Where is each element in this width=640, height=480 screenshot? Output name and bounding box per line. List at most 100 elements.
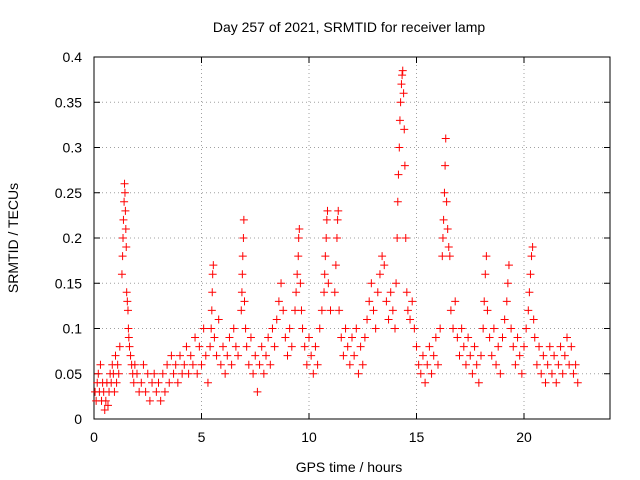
data-point bbox=[382, 297, 391, 306]
data-point bbox=[251, 351, 260, 360]
data-point bbox=[210, 333, 219, 342]
data-point bbox=[396, 98, 405, 107]
data-point bbox=[509, 342, 518, 351]
data-point bbox=[237, 306, 246, 315]
data-point bbox=[231, 342, 240, 351]
data-point bbox=[436, 324, 445, 333]
data-point bbox=[384, 315, 393, 324]
data-point bbox=[207, 306, 216, 315]
data-point bbox=[188, 360, 197, 369]
data-point bbox=[120, 179, 129, 188]
data-point bbox=[461, 360, 470, 369]
data-point bbox=[511, 360, 520, 369]
data-point bbox=[305, 333, 313, 342]
data-point bbox=[270, 342, 279, 351]
data-point bbox=[525, 288, 534, 297]
data-point bbox=[234, 351, 243, 360]
data-point bbox=[337, 333, 346, 342]
data-point bbox=[201, 351, 210, 360]
data-point bbox=[294, 252, 303, 261]
data-point bbox=[124, 333, 133, 342]
data-point bbox=[320, 288, 329, 297]
data-point bbox=[165, 378, 174, 387]
data-point bbox=[324, 279, 333, 288]
data-point bbox=[296, 279, 305, 288]
data-point bbox=[547, 369, 556, 378]
data-point bbox=[182, 342, 191, 351]
data-point bbox=[130, 360, 139, 369]
data-point bbox=[268, 324, 277, 333]
data-point bbox=[326, 306, 335, 315]
y-tick-label: 0.05 bbox=[55, 366, 82, 382]
data-point bbox=[356, 342, 365, 351]
data-point bbox=[209, 261, 218, 270]
y-tick-label: 0 bbox=[74, 411, 82, 427]
data-point bbox=[176, 351, 184, 360]
data-point bbox=[470, 342, 479, 351]
data-point bbox=[114, 369, 123, 378]
data-point bbox=[567, 342, 576, 351]
data-point bbox=[255, 360, 264, 369]
data-point bbox=[124, 324, 133, 333]
data-point bbox=[441, 161, 450, 170]
data-point bbox=[191, 333, 200, 342]
data-point bbox=[330, 288, 339, 297]
data-point bbox=[427, 369, 436, 378]
data-point bbox=[400, 125, 409, 134]
data-point bbox=[160, 387, 169, 396]
data-point bbox=[115, 342, 124, 351]
x-tick-label: 0 bbox=[90, 429, 98, 445]
data-point bbox=[406, 315, 415, 324]
data-point bbox=[410, 324, 419, 333]
data-point bbox=[367, 279, 376, 288]
data-point bbox=[101, 396, 110, 405]
data-point bbox=[241, 324, 250, 333]
data-point bbox=[441, 134, 450, 143]
data-point bbox=[487, 351, 496, 360]
data-point bbox=[573, 378, 582, 387]
data-point bbox=[246, 333, 255, 342]
data-point bbox=[141, 387, 150, 396]
data-point bbox=[315, 324, 324, 333]
data-point bbox=[560, 351, 569, 360]
data-point bbox=[571, 360, 580, 369]
data-point bbox=[517, 369, 526, 378]
x-tick-label: 5 bbox=[198, 429, 206, 445]
data-point bbox=[123, 297, 132, 306]
data-point bbox=[158, 369, 167, 378]
data-point bbox=[339, 351, 348, 360]
data-point bbox=[126, 351, 135, 360]
data-point bbox=[485, 333, 494, 342]
data-point bbox=[237, 288, 246, 297]
data-point bbox=[227, 360, 236, 369]
data-point bbox=[402, 288, 411, 297]
data-point bbox=[403, 306, 412, 315]
data-point bbox=[322, 234, 331, 242]
data-point bbox=[504, 261, 513, 270]
data-point bbox=[110, 387, 119, 396]
data-point bbox=[120, 197, 129, 206]
data-point bbox=[150, 369, 159, 378]
data-point bbox=[439, 215, 448, 224]
data-point bbox=[481, 270, 490, 279]
data-point bbox=[259, 369, 268, 378]
x-tick-label: 10 bbox=[301, 429, 317, 445]
data-point bbox=[139, 360, 148, 369]
x-axis-label: GPS time / hours bbox=[296, 459, 403, 475]
data-point bbox=[468, 369, 477, 378]
data-point bbox=[515, 351, 524, 360]
grid-layer bbox=[94, 57, 610, 419]
y-axis-label: SRMTID / TECUs bbox=[5, 183, 21, 293]
data-point bbox=[229, 324, 238, 333]
data-point bbox=[498, 333, 507, 342]
data-point bbox=[480, 297, 489, 306]
data-point bbox=[184, 369, 193, 378]
data-point bbox=[400, 161, 409, 170]
data-point bbox=[398, 71, 407, 80]
data-point bbox=[238, 270, 247, 279]
data-point bbox=[527, 252, 536, 261]
data-points bbox=[91, 66, 582, 414]
data-point bbox=[474, 378, 483, 387]
data-point bbox=[412, 342, 421, 351]
data-point bbox=[167, 351, 176, 360]
